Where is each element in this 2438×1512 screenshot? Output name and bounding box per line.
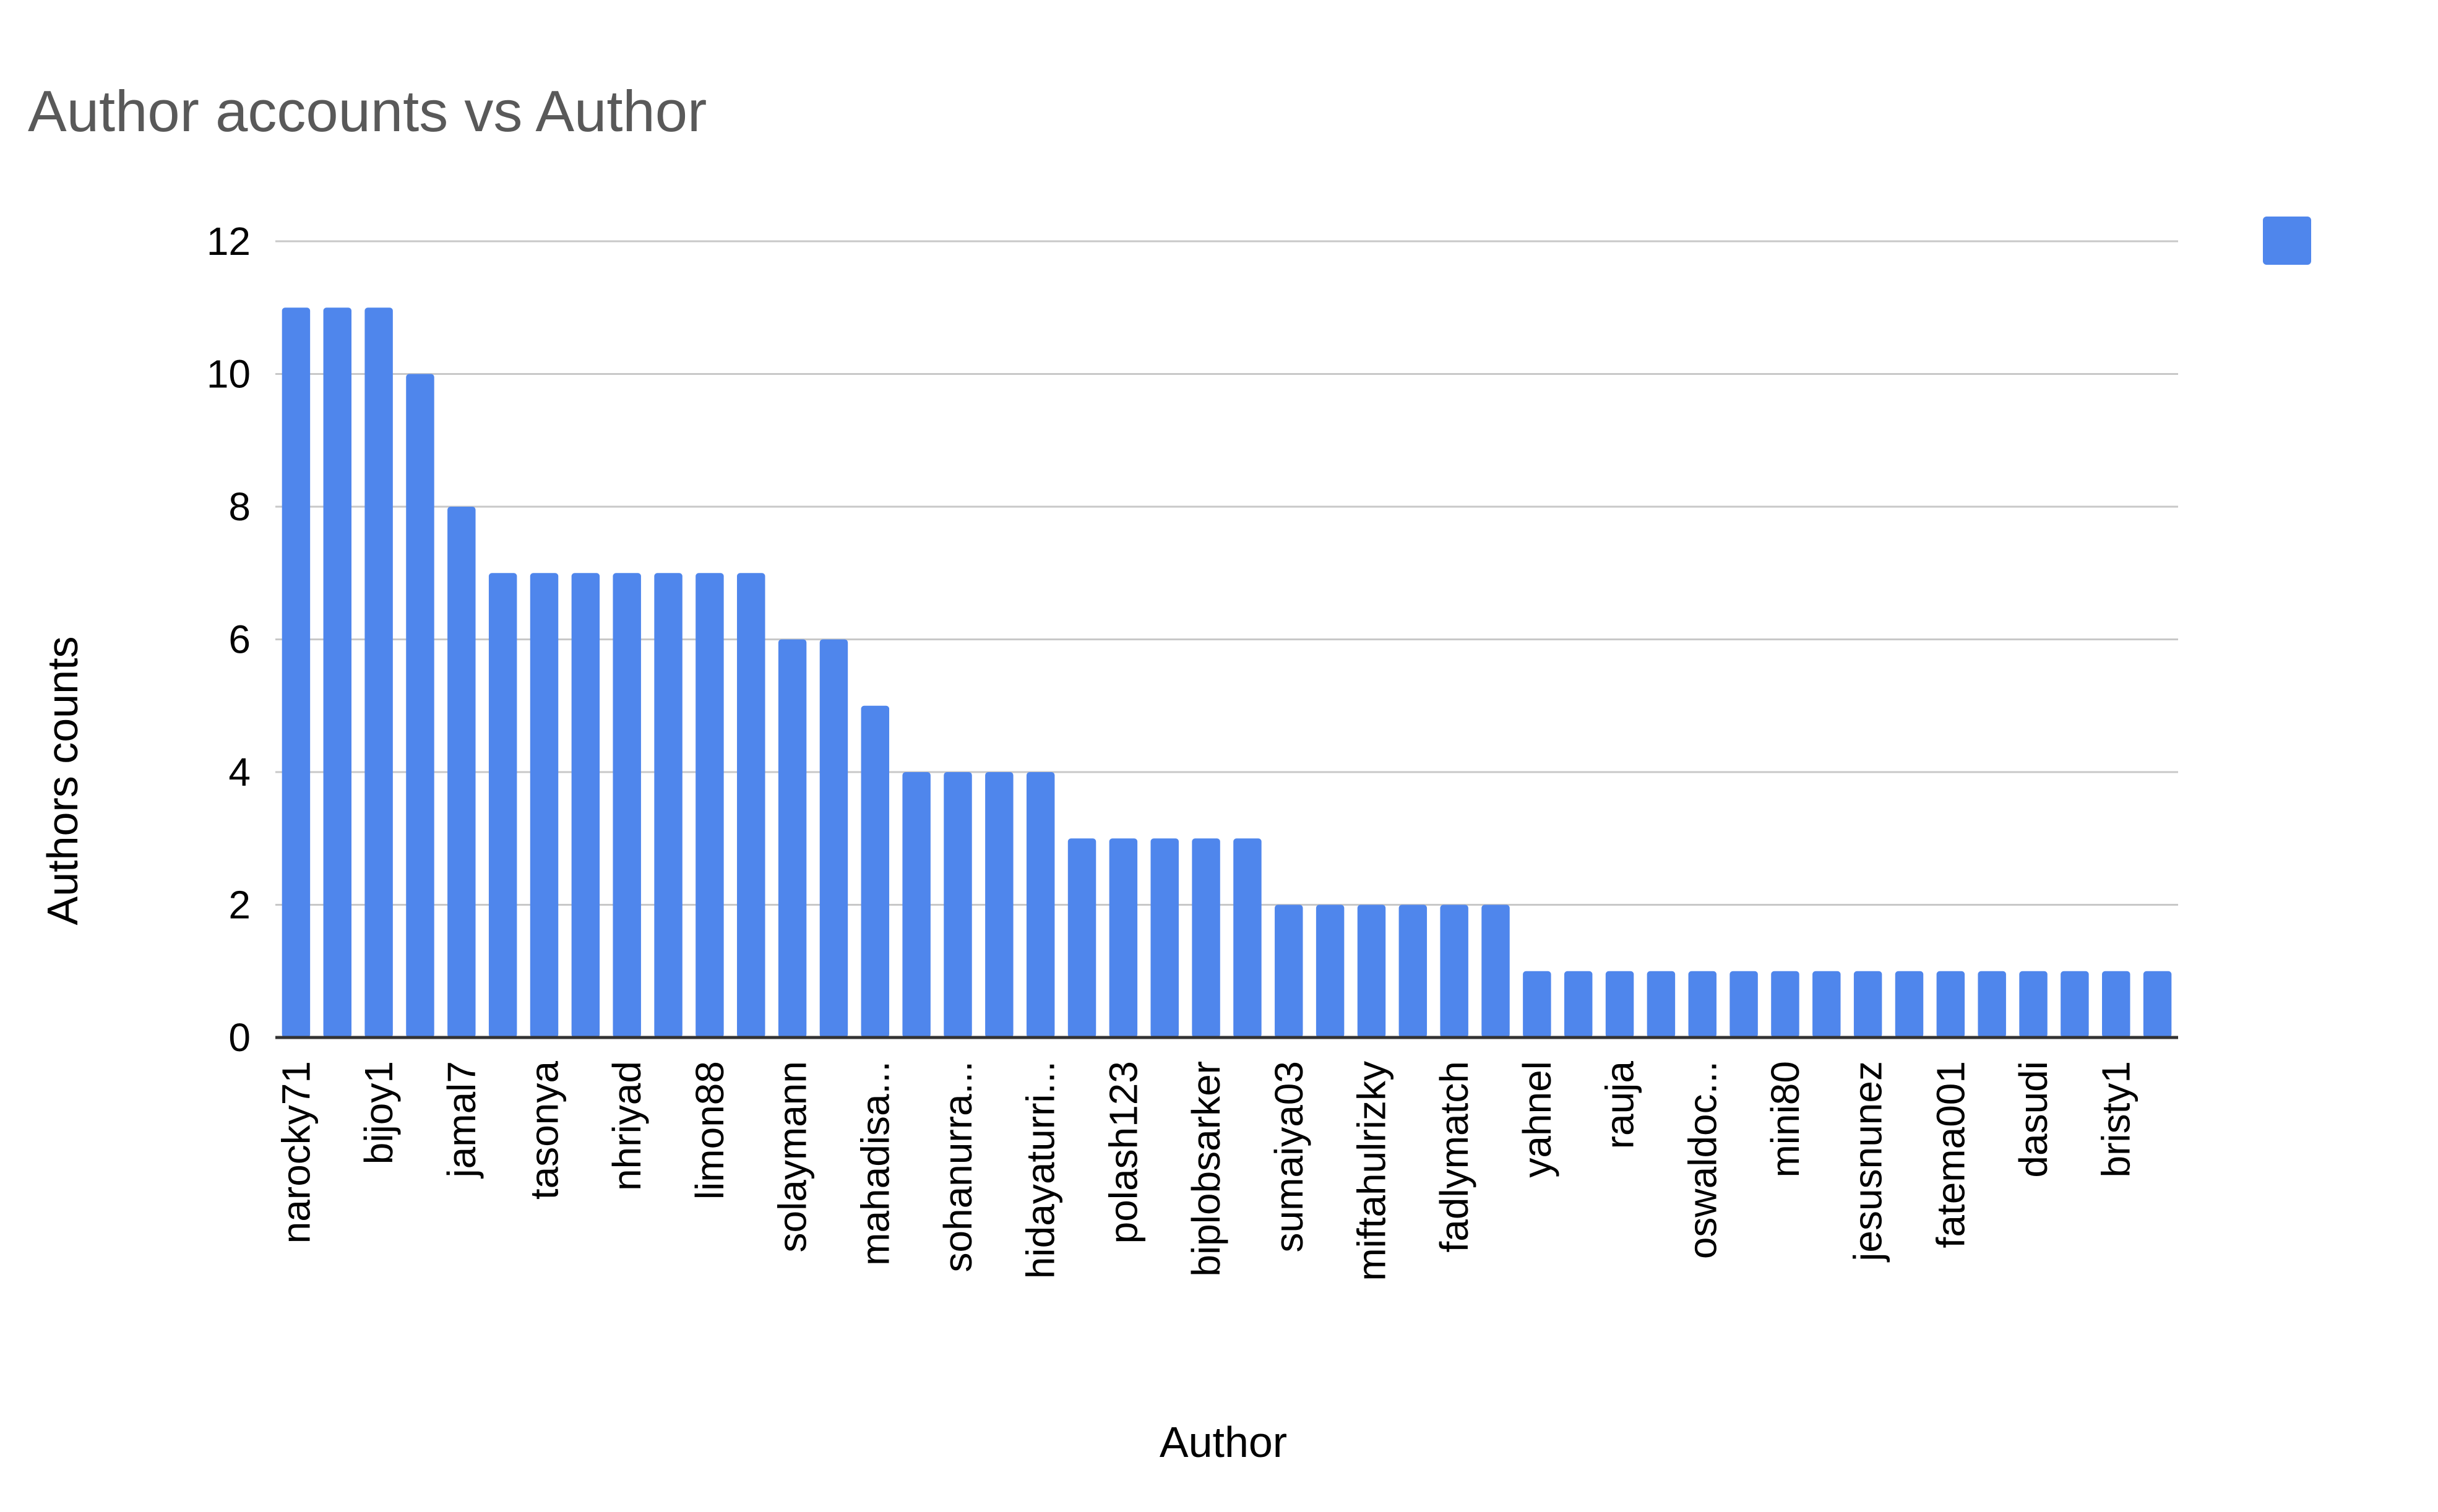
x-tick-label: polash123 <box>1101 1061 1145 1244</box>
y-axis-title: Authors counts <box>38 637 87 926</box>
bar <box>1233 838 1262 1037</box>
x-tick-label: oswaldoc... <box>1680 1061 1725 1259</box>
x-tick-label: yahnel <box>1515 1061 1559 1178</box>
x-tick-label: jamal7 <box>439 1061 484 1179</box>
x-tick-label: nhriyad <box>605 1061 649 1191</box>
x-tick-label: jesusnunez <box>1846 1061 1890 1263</box>
y-tick-label: 2 <box>228 883 251 927</box>
bar <box>1398 904 1428 1037</box>
bar <box>819 639 848 1037</box>
bar <box>1936 971 1965 1037</box>
bar <box>1523 971 1551 1037</box>
bar <box>1812 971 1841 1037</box>
x-tick-label: bijoy1 <box>356 1061 401 1164</box>
bar <box>1729 971 1758 1037</box>
x-tick-label: sumaiya03 <box>1267 1061 1311 1253</box>
bar <box>530 573 559 1037</box>
bar <box>944 772 972 1037</box>
bar <box>1895 971 1924 1037</box>
legend-swatch <box>2263 217 2311 265</box>
x-tick-label: mini80 <box>1763 1061 1807 1178</box>
bar <box>1357 904 1386 1037</box>
x-tick-label: narocky71 <box>274 1061 318 1244</box>
y-tick-label: 10 <box>207 352 251 397</box>
y-tick-label: 8 <box>228 484 251 529</box>
bar <box>861 705 890 1037</box>
bar <box>985 772 1014 1037</box>
bar <box>1275 904 1303 1037</box>
x-tick-label: fatema001 <box>1928 1061 1973 1248</box>
bar <box>1440 904 1468 1037</box>
bar <box>1564 971 1593 1037</box>
bar <box>1605 971 1634 1037</box>
x-tick-label: sohanurra... <box>936 1061 980 1273</box>
bar <box>323 307 351 1037</box>
bar <box>1771 971 1799 1037</box>
bar <box>1067 838 1096 1037</box>
x-tick-label: dasudi <box>2011 1061 2056 1178</box>
bar <box>778 639 807 1037</box>
x-tick-label: solaymann <box>770 1061 815 1253</box>
bar <box>1647 971 1676 1037</box>
x-tick-label: miftahulrizky <box>1349 1061 1393 1281</box>
x-tick-labels: narocky71 bijoy1 jamal7 tasonya nhriyad limon… <box>274 1061 2138 1281</box>
bar <box>488 573 517 1037</box>
x-tick-label: bristy1 <box>2094 1061 2139 1178</box>
bar <box>1109 838 1138 1037</box>
x-tick-label: tasonya <box>522 1061 567 1200</box>
bar <box>613 573 641 1037</box>
x-tick-label: mahadisa... <box>853 1061 897 1266</box>
x-tick-label: limon88 <box>687 1061 732 1200</box>
bar <box>2143 971 2172 1037</box>
bar <box>654 573 683 1037</box>
bar <box>364 307 393 1037</box>
bar <box>1853 971 1882 1037</box>
bar <box>1316 904 1345 1037</box>
bar <box>1150 838 1179 1037</box>
chart-title: Author accounts vs Author <box>28 79 707 144</box>
bar <box>2019 971 2048 1037</box>
x-tick-label: fadlymatch <box>1432 1061 1476 1252</box>
bar <box>2102 971 2130 1037</box>
bar <box>571 573 600 1037</box>
y-tick-labels: 0 2 4 6 8 10 12 <box>207 219 251 1060</box>
x-tick-label: hidayaturri... <box>1019 1061 1063 1279</box>
x-tick-label: biplobsarker <box>1184 1061 1228 1277</box>
bar <box>696 573 724 1037</box>
y-tick-label: 12 <box>207 219 251 264</box>
bars <box>282 307 2172 1037</box>
y-tick-label: 0 <box>228 1015 251 1060</box>
bar <box>2061 971 2089 1037</box>
bar <box>282 307 311 1037</box>
bar <box>902 772 931 1037</box>
x-tick-label: rauja <box>1598 1061 1642 1149</box>
grid-lines <box>275 240 2178 906</box>
y-tick-label: 4 <box>228 750 251 794</box>
bar <box>737 573 765 1037</box>
y-tick-label: 6 <box>228 617 251 662</box>
bar <box>1481 904 1510 1037</box>
bar <box>447 507 476 1037</box>
bar <box>1026 772 1055 1037</box>
bar <box>1978 971 2006 1037</box>
bar <box>1688 971 1717 1037</box>
bar <box>1192 838 1220 1037</box>
bar <box>406 374 434 1037</box>
x-axis-title: Author <box>1160 1418 1287 1466</box>
